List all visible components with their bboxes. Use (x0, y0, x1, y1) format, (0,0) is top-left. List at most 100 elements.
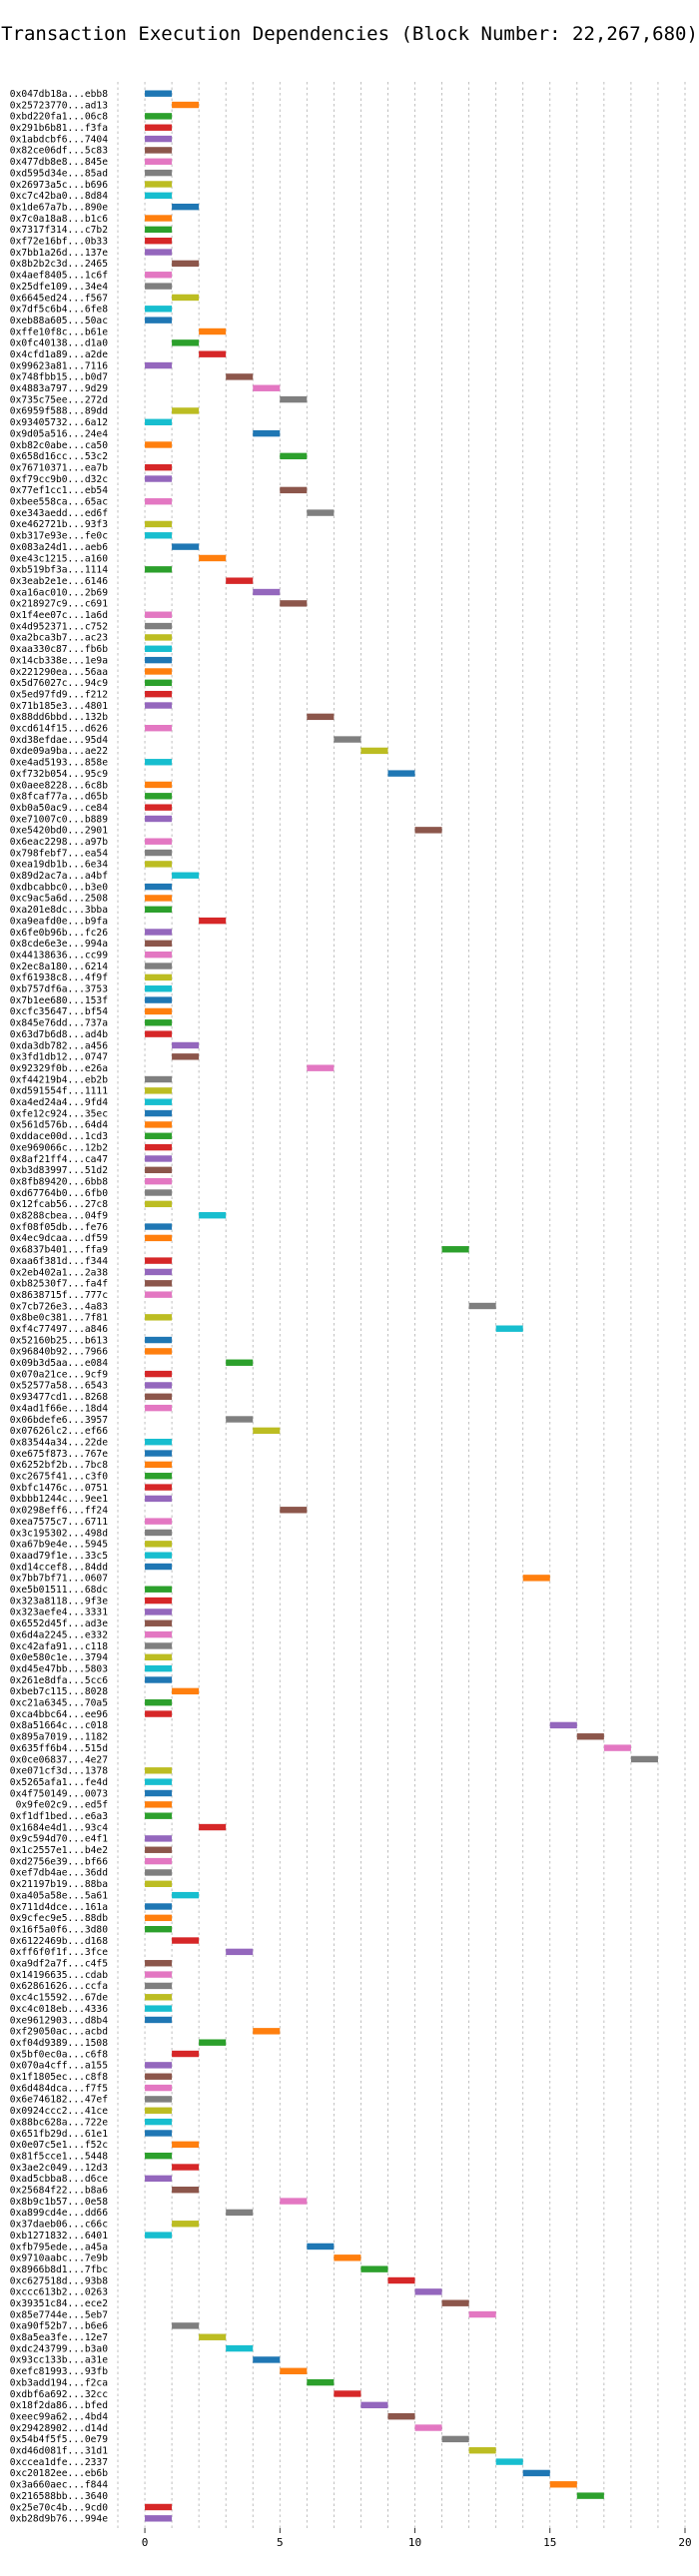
bar (145, 725, 173, 732)
bar (145, 181, 173, 188)
y-tick-label: 0xcd614f15...d626 (10, 724, 108, 735)
bar (226, 1948, 254, 1956)
bar (145, 1552, 173, 1559)
bar (172, 294, 200, 302)
bar (603, 1744, 631, 1751)
bar (145, 1801, 173, 1808)
x-tick-label: 5 (277, 2536, 284, 2549)
y-tick-label: 0xf1df1bed...e6a3 (10, 1811, 108, 1822)
bar (145, 1234, 173, 1242)
x-tick-label: 15 (543, 2536, 556, 2549)
x-tick-label: 20 (678, 2536, 691, 2549)
y-tick-label: 0xe9612903...d8b4 (10, 2015, 108, 2026)
bar (145, 679, 173, 687)
y-tick-label: 0xf4c77497...a846 (10, 1324, 108, 1335)
y-tick-label: 0x6252bf2b...7bc8 (10, 1460, 108, 1471)
y-tick-label: 0x6552d45f...ad3e (10, 1618, 108, 1629)
bar (145, 1767, 173, 1774)
y-tick-label: 0x5ed97fd9...f212 (10, 689, 108, 700)
y-tick-label: 0xaa330c87...fb6b (10, 644, 108, 655)
y-tick-label: 0xe5b01511...68dc (10, 1585, 108, 1596)
y-tick-label: 0xd67764b0...6fb0 (10, 1188, 108, 1199)
y-tick-label: 0xfe12c924...35ec (10, 1108, 108, 1119)
y-tick-label: 0x635ff6b4...515d (10, 1743, 108, 1754)
y-tick-label: 0x5265afa1...fe4d (10, 1777, 108, 1788)
y-tick-label: 0xb3add194...f2ca (10, 2377, 108, 2388)
bar (172, 2187, 200, 2194)
y-tick-label: 0xa405a58e...5a61 (10, 1890, 108, 1901)
bar (145, 272, 173, 279)
y-tick-label: 0xc20182ee...eb6b (10, 2468, 108, 2479)
bar (172, 1687, 200, 1695)
bar (145, 2152, 173, 2160)
y-tick-label: 0xb757df6a...3753 (10, 984, 108, 995)
y-tick-label: 0xf61938c8...4f9f (10, 972, 108, 983)
bar (145, 1880, 173, 1887)
bar (145, 1438, 173, 1446)
y-tick-label: 0xad5cbba8...d6ce (10, 2174, 108, 2185)
bar (280, 452, 308, 460)
y-tick-label: 0xa16ac010...2b69 (10, 587, 108, 598)
bar (145, 1914, 173, 1922)
y-tick-label: 0x16f5a0f6...3d80 (10, 1924, 108, 1935)
y-tick-label: 0x07626lc2...ef66 (10, 1426, 108, 1437)
bar (145, 1348, 173, 1355)
y-tick-label: 0x8a5ea3fe...12e7 (10, 2332, 108, 2343)
y-tick-label: 0xa2bca3b7...ac23 (10, 633, 108, 644)
y-tick-label: 0xdc243799...b3a0 (10, 2343, 108, 2354)
y-tick-label: 0xeec99a62...4bd4 (10, 2411, 108, 2422)
bar (253, 1427, 281, 1435)
y-tick-label: 0x93405732...6a12 (10, 417, 108, 428)
bar (172, 2050, 200, 2058)
y-tick-label: 0x4ad1f66e...18d4 (10, 1403, 108, 1414)
bar (307, 713, 335, 721)
y-tick-label: 0x7bb7bf71...0607 (10, 1574, 108, 1585)
bar (172, 260, 200, 268)
bar (145, 238, 173, 245)
y-tick-label: 0x8b2b2c3d...2465 (10, 259, 108, 270)
bar (145, 838, 173, 845)
y-tick-label: 0xb519bf3a...1114 (10, 565, 108, 576)
bar (145, 2232, 173, 2239)
bar (145, 1132, 173, 1139)
y-tick-label: 0x7c0a18a8...b1c6 (10, 214, 108, 225)
y-tick-label: 0xd14ccef8...84dd (10, 1562, 108, 1573)
y-tick-label: 0x5d76027c...94c9 (10, 678, 108, 689)
bar (145, 2503, 173, 2511)
y-tick-label: 0x8af21ff4...ca47 (10, 1154, 108, 1165)
bar (199, 2039, 227, 2046)
bar (226, 577, 254, 584)
bar (334, 736, 361, 743)
bar (145, 883, 173, 891)
y-tick-label: 0xaa6f381d...f344 (10, 1256, 108, 1267)
y-tick-label: 0x4f750149...0073 (10, 1788, 108, 1799)
bar (576, 2492, 604, 2499)
y-tick-label: 0x62861626...ccfa (10, 1981, 108, 1992)
bar (145, 418, 173, 425)
bar (145, 1484, 173, 1491)
bar (145, 2096, 173, 2103)
bar (495, 1325, 523, 1332)
bar (414, 2424, 442, 2431)
bar (145, 1189, 173, 1196)
y-tick-label: 0x09b3d5aa...e084 (10, 1358, 108, 1369)
bar (145, 2130, 173, 2137)
bar (172, 1053, 200, 1060)
y-tick-label: 0xeb88a605...50ac (10, 316, 108, 326)
grid (117, 82, 686, 2528)
y-tick-label: 0xb3d83997...51d2 (10, 1165, 108, 1176)
y-tick-label: 0xbeb7c115...8028 (10, 1686, 108, 1697)
y-tick-label: 0x261e8dfa...5cc6 (10, 1675, 108, 1686)
bar (145, 1404, 173, 1412)
bar (145, 1619, 173, 1626)
y-tick-label: 0x9fe02c9...ed5f (16, 1800, 108, 1811)
bar (145, 1370, 173, 1378)
bar (387, 2412, 415, 2420)
x-tick-label: 0 (142, 2536, 149, 2549)
y-tick-label: 0x88bc628a...722e (10, 2117, 108, 2128)
bar (172, 2221, 200, 2228)
bar (145, 1597, 173, 1605)
y-tick-label: 0xca4bbc64...ee96 (10, 1709, 108, 1720)
y-tick-label: 0x0aee8228...6c8b (10, 780, 108, 791)
y-tick-label: 0xf72e16bf...0b33 (10, 237, 108, 248)
